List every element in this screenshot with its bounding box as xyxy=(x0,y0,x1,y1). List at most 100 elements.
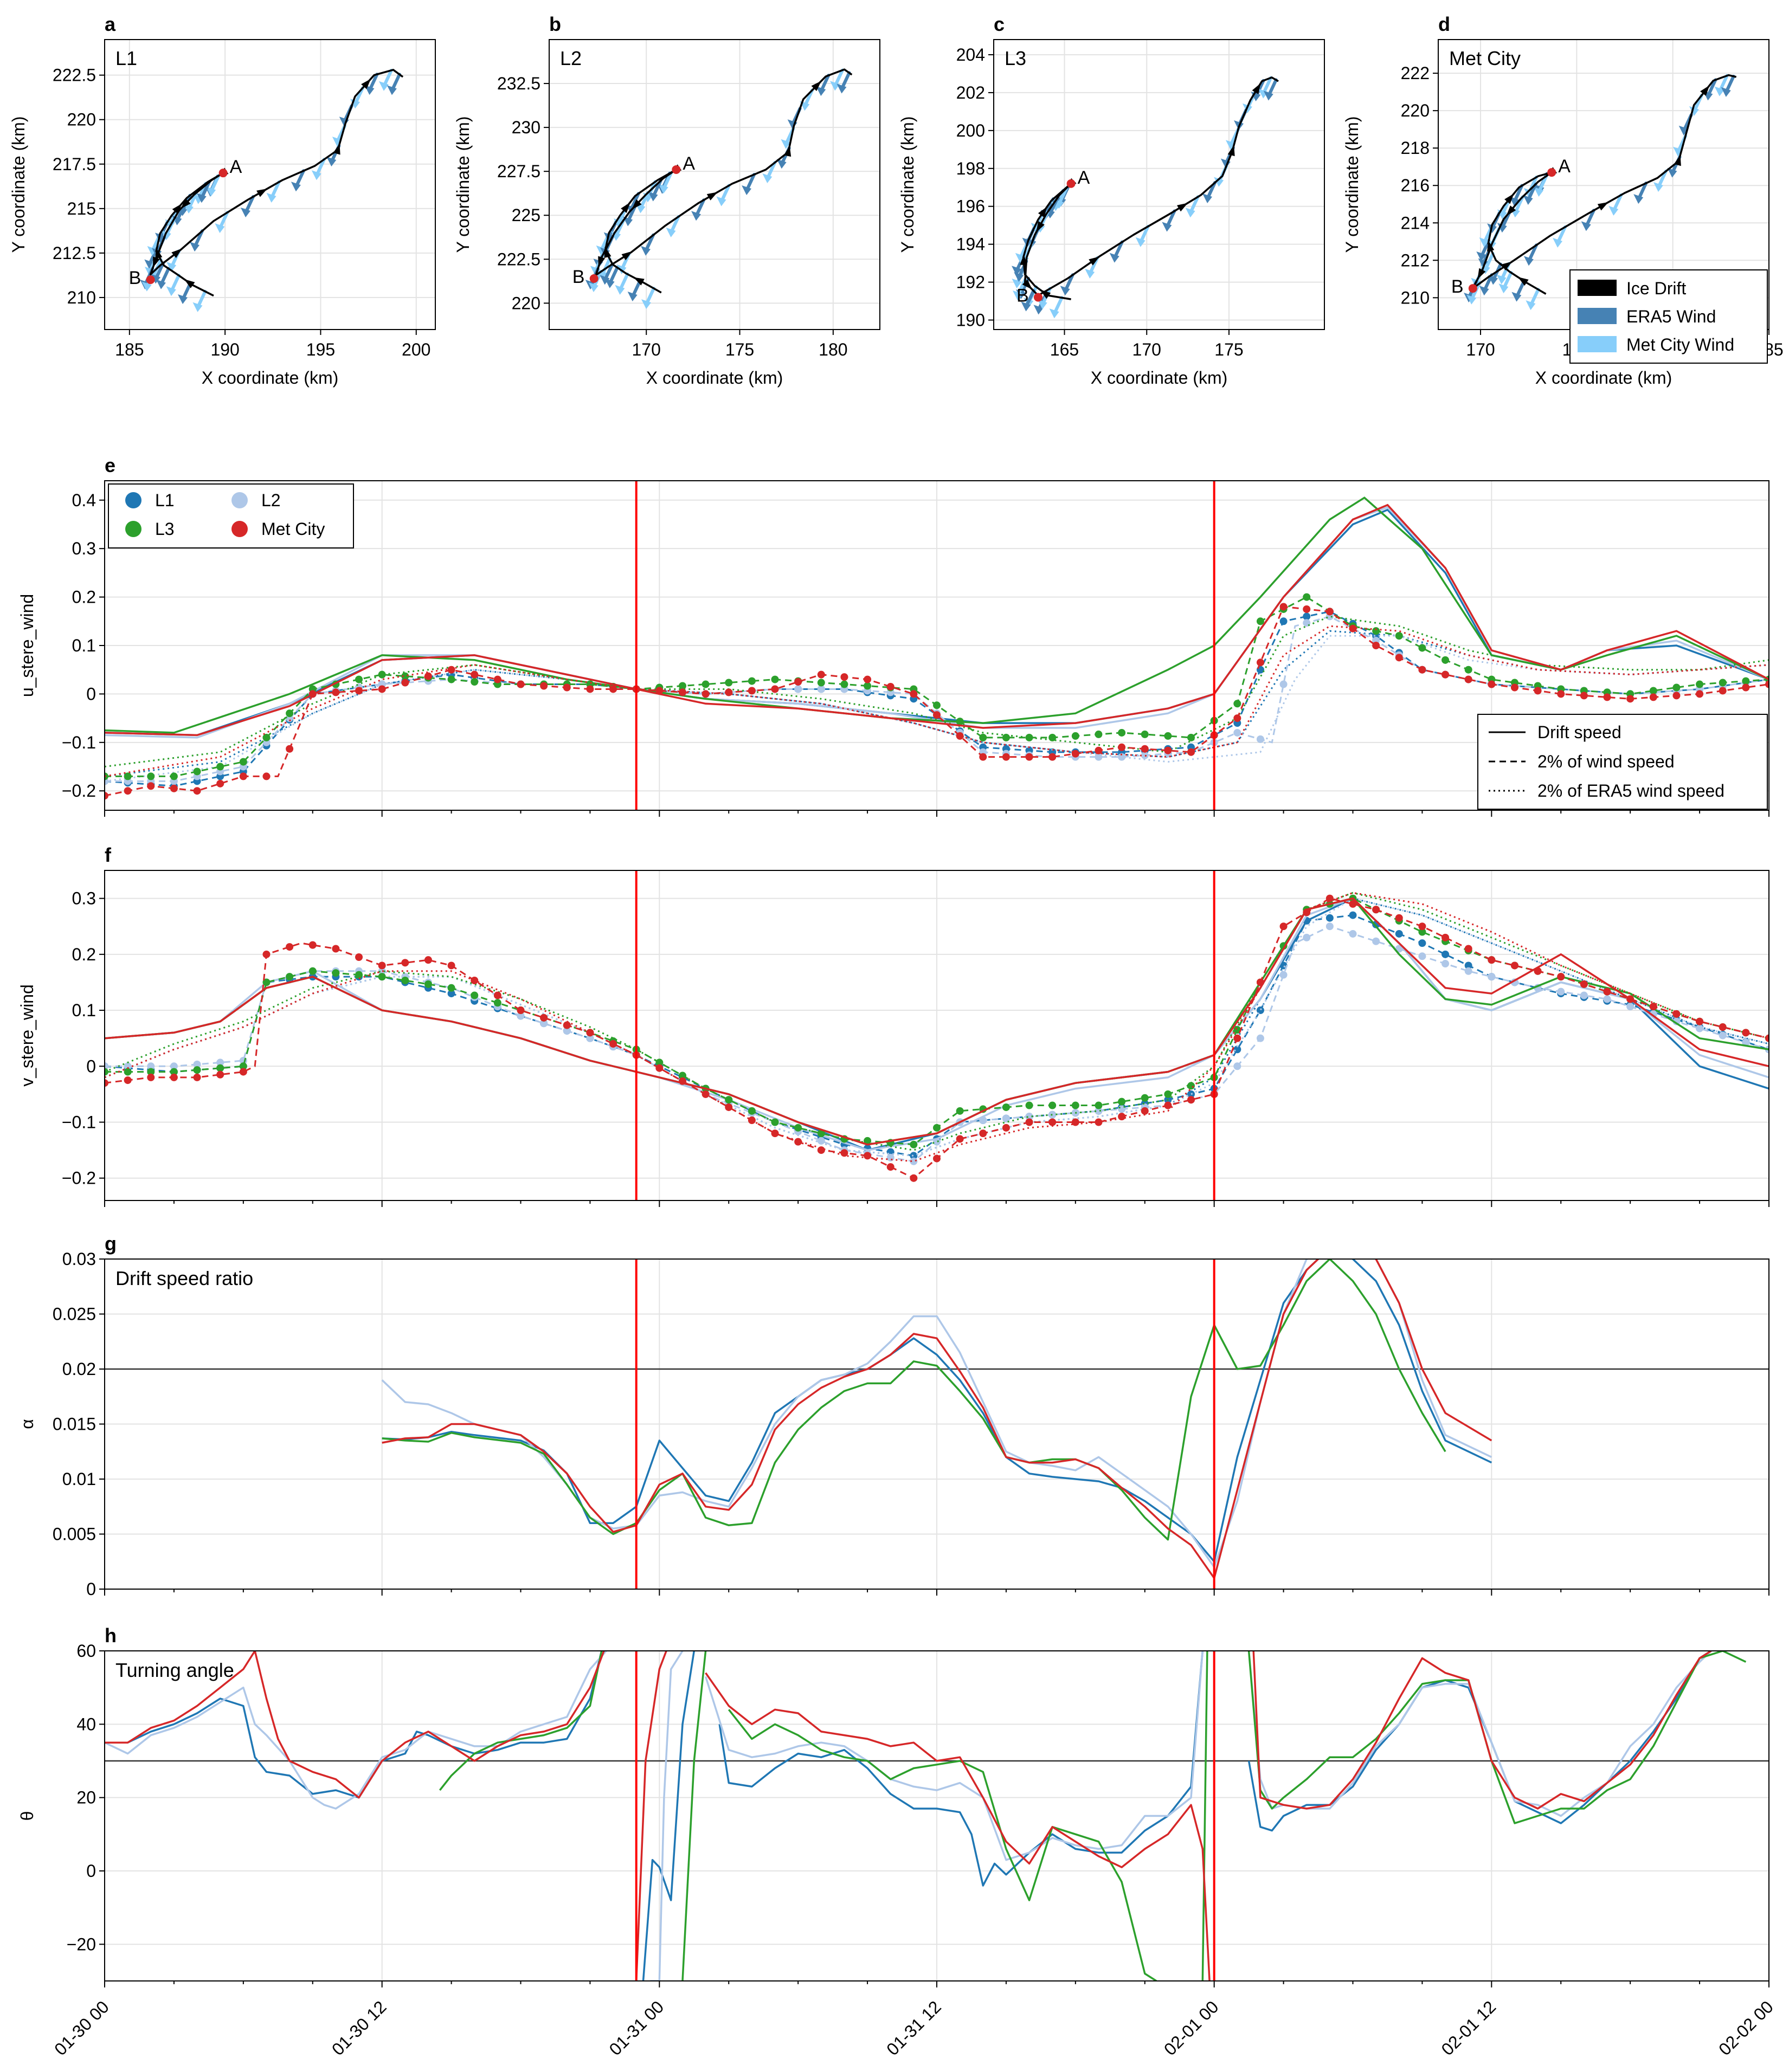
wind-marker xyxy=(1418,939,1426,947)
wind-marker xyxy=(886,1153,894,1161)
y-axis-label: u_stere_wind xyxy=(17,594,37,697)
timeseries-panel-e: −0.2 −0.1 0 0.1 0.2 0.3 0.4 u_stere_wind e xyxy=(17,454,1769,817)
drift-arrow-head xyxy=(1504,193,1514,204)
wind-marker xyxy=(1118,1113,1126,1121)
wind-arrow-head xyxy=(1479,286,1489,296)
wind-marker xyxy=(910,1174,918,1182)
wind-marker xyxy=(1325,914,1334,922)
wind-arrow-head xyxy=(1225,140,1235,150)
y-tick-label: 227.5 xyxy=(497,162,540,181)
ice-drift-track xyxy=(595,68,853,294)
y-tick-label: 220 xyxy=(512,293,540,313)
legend-label: L3 xyxy=(155,519,175,539)
wind-marker xyxy=(1071,1101,1079,1109)
panel-letter: a xyxy=(105,13,116,35)
drift-arrow-head xyxy=(632,199,642,210)
wind-arrow-head xyxy=(627,292,638,302)
wind-marker xyxy=(493,675,501,683)
wind-arrow-head xyxy=(648,191,658,202)
axes-frame xyxy=(993,39,1325,330)
y-axis-label: Y coordinate (km) xyxy=(1342,117,1362,253)
y-tick-label: 0.3 xyxy=(72,539,96,558)
wind-marker xyxy=(1025,753,1033,761)
y-tick-label: 60 xyxy=(76,1641,96,1661)
wind-marker xyxy=(586,1029,594,1037)
era5-wind-line-Met City xyxy=(105,625,1769,777)
wind-marker xyxy=(956,732,964,740)
wind-arrow-head xyxy=(1162,222,1172,232)
wind-marker xyxy=(979,1129,987,1138)
wind-arrow-head xyxy=(156,279,166,289)
wind-arrow-head xyxy=(206,186,216,197)
wind-marker xyxy=(956,1107,964,1115)
x-tick-label: 01-30 12 xyxy=(328,1997,390,2059)
wind-marker xyxy=(1164,732,1172,740)
wind-marker xyxy=(817,679,825,687)
legend-frame xyxy=(108,483,354,548)
wind-arrow-head xyxy=(183,203,194,214)
wind-arrow-head xyxy=(716,196,726,206)
wind-marker xyxy=(147,1068,155,1076)
wind-marker xyxy=(1233,1034,1241,1042)
wind-marker xyxy=(1256,617,1264,625)
y-tick-label: 204 xyxy=(956,45,985,64)
wind-marker xyxy=(1002,733,1010,741)
wind-arrow-head xyxy=(240,207,250,217)
drift-line-Met City xyxy=(105,897,1769,1146)
wind-arrow-head xyxy=(1511,292,1522,302)
wind-marker xyxy=(1325,894,1334,902)
wind-marker xyxy=(170,1068,178,1076)
y-tick-label: 40 xyxy=(76,1714,96,1734)
y-axis-label: Y coordinate (km) xyxy=(9,117,28,253)
wind-marker xyxy=(1048,1101,1057,1109)
panel-letter: e xyxy=(105,454,115,476)
wind-marker xyxy=(1303,933,1311,941)
drift-arrow-head xyxy=(1487,240,1495,252)
wind-marker xyxy=(1118,728,1126,737)
panel-letter: h xyxy=(105,1624,117,1647)
wind-arrow-head xyxy=(161,230,171,241)
drift-arrow-head xyxy=(256,189,268,197)
y-tick-label: 214 xyxy=(1401,213,1430,233)
y-tick-label: 216 xyxy=(1401,176,1430,195)
y-tick-label: 0.005 xyxy=(53,1525,96,1544)
wind-marker xyxy=(471,977,479,984)
y-tick-label: 218 xyxy=(1401,138,1430,158)
wind-marker xyxy=(1187,733,1195,741)
wind-marker xyxy=(1279,971,1288,979)
drift-arrow-head xyxy=(181,198,191,209)
wind-marker xyxy=(1395,930,1403,938)
wind-marker xyxy=(794,685,802,693)
wind-marker xyxy=(771,1129,779,1138)
legend-label: L1 xyxy=(155,490,175,510)
wind-arrow-head xyxy=(1553,237,1563,248)
wind-arrow-head xyxy=(781,139,791,149)
y-tick-label: 225 xyxy=(512,205,540,225)
panel-letter: f xyxy=(105,844,112,866)
ratio-line-L3 xyxy=(382,1259,1446,1541)
drift-arrow-head xyxy=(604,247,612,259)
wind-marker xyxy=(910,1157,918,1165)
wind-marker xyxy=(586,1034,594,1042)
wind-marker xyxy=(1256,1034,1264,1042)
wind-arrow-head xyxy=(1534,186,1544,197)
wind-marker xyxy=(1187,1090,1195,1098)
wind-marker xyxy=(678,688,686,696)
wind-marker xyxy=(1442,670,1450,679)
wind-marker xyxy=(1719,687,1727,695)
wind-marker xyxy=(262,772,271,780)
y-tick-label: 0.1 xyxy=(72,1001,96,1020)
y-tick-label: 196 xyxy=(956,197,985,216)
y-tick-label: 0.2 xyxy=(72,945,96,964)
wind-marker xyxy=(725,1103,733,1111)
legend-marker xyxy=(125,492,141,508)
wind-marker xyxy=(1672,692,1681,700)
wind-arrow-head xyxy=(266,192,276,203)
wind-marker xyxy=(216,779,224,788)
x-axis-label: X coordinate (km) xyxy=(1535,368,1672,388)
panel-letter: d xyxy=(1438,13,1450,35)
track-panel-d: AB170175180185210212214216218220222X coo… xyxy=(1342,13,1784,388)
wind-marker xyxy=(840,1149,848,1157)
wind-marker xyxy=(794,678,802,686)
